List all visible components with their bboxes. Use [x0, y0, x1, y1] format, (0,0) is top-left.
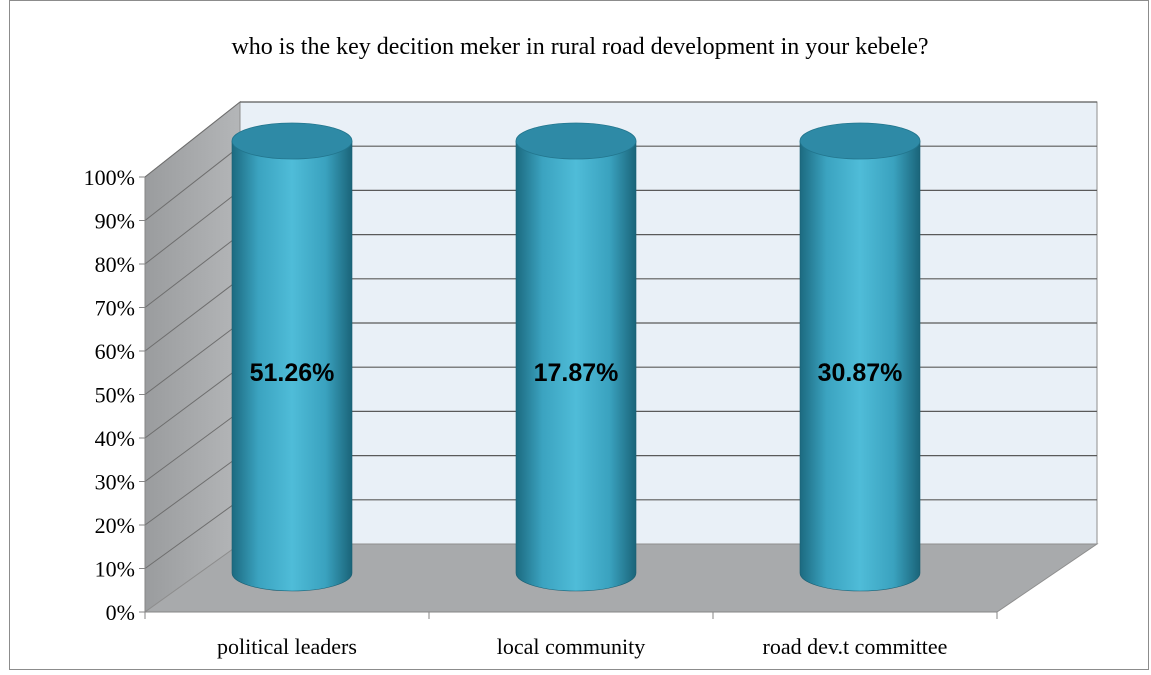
- gridline-side: [144, 234, 241, 308]
- gridline-side: [144, 190, 241, 265]
- bar-political-leaders: 51.26%: [231, 122, 353, 592]
- bar-top: [515, 122, 637, 160]
- bar-top: [799, 122, 921, 160]
- y-axis-ticks: 0% 10% 20% 30% 40% 50% 60% 70% 80% 90% 100%: [84, 165, 145, 625]
- bar-road-dev-t-committee: 30.87%: [799, 122, 921, 592]
- chart-frame: who is the key decition meker in rural r…: [9, 0, 1149, 670]
- gridline-side: [144, 410, 241, 482]
- bars: 51.26% 17.87% 30.87%: [231, 122, 921, 592]
- gridline-side: [144, 499, 241, 569]
- x-tick-label: local community: [497, 634, 645, 659]
- y-tick-label: 80%: [95, 252, 135, 277]
- y-tick-label: 30%: [95, 470, 135, 495]
- y-tick-label: 60%: [95, 339, 135, 364]
- gridlines: [144, 101, 1097, 569]
- y-tick-label: 10%: [95, 557, 135, 582]
- gridline-side: [144, 322, 241, 395]
- y-tick-label: 50%: [95, 383, 135, 408]
- chart-title: who is the key decition meker in rural r…: [231, 34, 928, 60]
- gridline-side: [144, 366, 241, 439]
- x-tick-label: road dev.t committee: [763, 634, 948, 659]
- gridline-side: [144, 455, 241, 526]
- bar-body: [515, 140, 637, 592]
- x-tick-label: political leaders: [217, 634, 357, 659]
- data-label: 51.26%: [250, 359, 335, 387]
- y-tick-label: 40%: [95, 426, 135, 451]
- data-label: 30.87%: [818, 359, 903, 387]
- gridline-side: [144, 278, 241, 352]
- gridline-side: [144, 101, 241, 178]
- y-tick-label: 0%: [106, 600, 135, 625]
- y-tick-label: 70%: [95, 296, 135, 321]
- side-wall: [144, 100, 241, 613]
- bar-body: [231, 140, 353, 592]
- y-tick-label: 90%: [95, 209, 135, 234]
- gridline-side: [144, 145, 241, 221]
- y-tick-label: 100%: [84, 165, 135, 190]
- chart-svg: who is the key decition meker in rural r…: [84, 34, 1099, 659]
- data-label: 17.87%: [534, 359, 619, 387]
- y-tick-label: 20%: [95, 513, 135, 538]
- x-axis-ticks: political leaders local community road dev…: [144, 612, 998, 659]
- bar-top: [231, 122, 353, 160]
- bar-local-community: 17.87%: [515, 122, 637, 592]
- bar-body: [799, 140, 921, 592]
